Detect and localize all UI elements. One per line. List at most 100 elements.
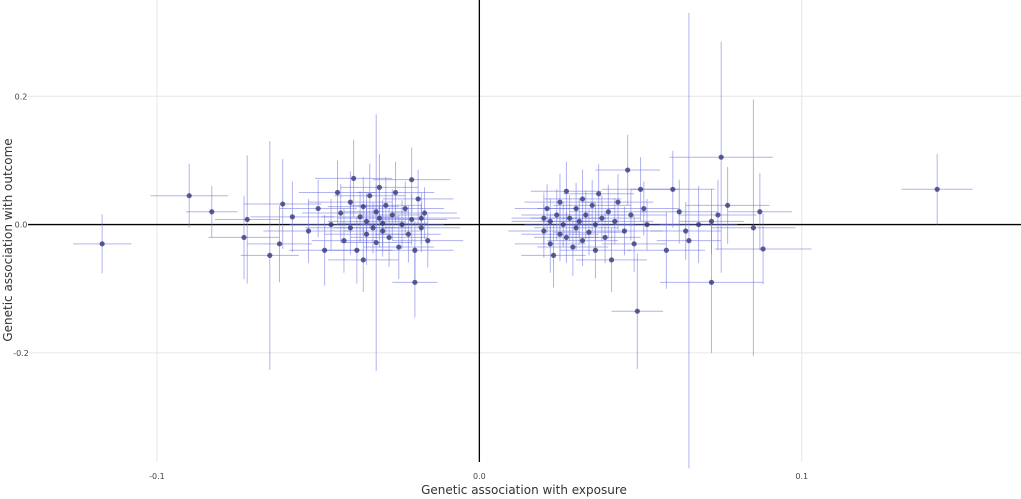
data-point [605, 209, 611, 215]
data-point [421, 210, 428, 216]
data-point [357, 214, 363, 220]
data-point [347, 225, 354, 231]
data-point [718, 154, 724, 160]
data-point [579, 238, 586, 244]
data-point [425, 238, 431, 244]
data-point [334, 189, 341, 196]
data-point [389, 212, 395, 218]
data-point [676, 209, 682, 215]
data-point [399, 221, 405, 228]
data-point [380, 220, 386, 226]
data-point [599, 215, 605, 221]
data-point [750, 225, 757, 231]
data-point [563, 234, 570, 241]
data-point [641, 205, 647, 212]
data-point [415, 196, 421, 202]
data-point [715, 212, 721, 218]
data-point [396, 244, 402, 250]
y-tick-label: -0.2 [13, 349, 29, 358]
data-point [563, 188, 570, 194]
data-point [383, 202, 389, 208]
data-point [244, 216, 250, 223]
data-point [570, 244, 576, 250]
data-point [557, 231, 563, 237]
data-point [267, 252, 273, 258]
x-axis-title: Genetic association with exposure [421, 483, 627, 497]
data-point [328, 221, 334, 228]
data-point [625, 167, 631, 173]
data-point [592, 221, 599, 228]
data-point [557, 199, 563, 205]
data-point [241, 234, 247, 241]
data-point [402, 205, 408, 212]
data-point [376, 215, 383, 221]
data-point [289, 214, 295, 220]
data-point [360, 204, 366, 210]
data-point [373, 209, 379, 215]
data-point [338, 210, 344, 216]
data-point [322, 247, 328, 253]
error-bars [73, 12, 973, 469]
data-point [409, 216, 415, 223]
data-point [583, 212, 589, 218]
data-point [708, 218, 715, 224]
data-point [315, 205, 321, 212]
data-point [209, 209, 215, 215]
data-point [541, 215, 547, 221]
data-point [615, 199, 621, 205]
data-point [663, 247, 669, 253]
data-point [637, 186, 644, 192]
data-point [554, 212, 560, 218]
data-point [386, 234, 392, 241]
data-point [573, 205, 579, 212]
data-point [596, 191, 602, 197]
data-point [418, 225, 424, 231]
data-point [373, 239, 379, 246]
data-point [363, 218, 370, 224]
data-point [725, 202, 731, 208]
data-point [634, 308, 640, 314]
data-point [367, 193, 373, 199]
data-point [354, 247, 360, 253]
data-point [695, 221, 702, 228]
data-point [186, 193, 192, 199]
tick-labels: -0.1 0.0 0.1 0.2 0.0 -0.2 [13, 92, 808, 481]
data-point [644, 221, 650, 228]
data-point [592, 247, 599, 253]
data-point [589, 202, 595, 208]
data-point [608, 257, 615, 263]
data-point [573, 225, 579, 231]
data-point [305, 228, 312, 234]
data-point [621, 228, 628, 234]
data-point [708, 279, 715, 285]
data-point [579, 196, 586, 202]
data-point [392, 189, 399, 196]
data-point [412, 247, 418, 253]
data-point [418, 215, 424, 221]
data-point [99, 241, 105, 247]
x-tick-label: -0.1 [149, 472, 165, 481]
data-point [370, 225, 376, 231]
data-point [934, 186, 940, 192]
y-axis-title: Genetic association with outcome [1, 138, 15, 341]
data-point [628, 212, 634, 218]
data-point [363, 231, 370, 237]
data-point [409, 177, 415, 183]
data-point [544, 205, 550, 212]
data-point [757, 209, 763, 215]
data-point [586, 229, 592, 235]
data-point [547, 218, 553, 224]
data-point [405, 231, 412, 237]
y-tick-label: 0.0 [15, 221, 28, 230]
data-point [760, 246, 766, 252]
data-point [276, 241, 283, 247]
data-point [380, 228, 386, 234]
data-point [631, 241, 637, 247]
data-point [576, 218, 582, 224]
data-point [280, 201, 286, 207]
data-point [376, 184, 383, 190]
data-point [560, 221, 566, 228]
data-point [547, 241, 553, 247]
data-points [99, 154, 940, 314]
